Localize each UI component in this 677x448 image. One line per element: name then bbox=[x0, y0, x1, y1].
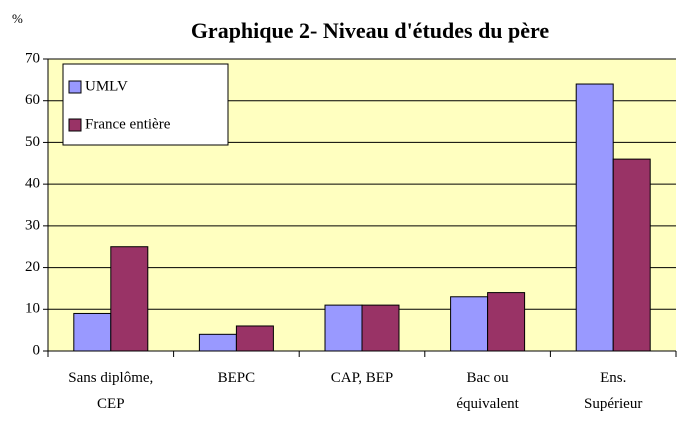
chart-title: Graphique 2- Niveau d'études du père bbox=[191, 18, 550, 43]
bar bbox=[110, 246, 149, 352]
y-tick-label: 40 bbox=[25, 176, 40, 192]
bar bbox=[612, 158, 651, 352]
bar bbox=[73, 312, 112, 352]
x-tick-label: BEPC bbox=[217, 370, 256, 386]
bar bbox=[324, 304, 363, 352]
legend-swatch bbox=[68, 80, 82, 94]
x-tick-label: Ens. Supérieur bbox=[584, 370, 643, 412]
y-tick-label: 10 bbox=[25, 301, 40, 317]
y-tick-label: 70 bbox=[25, 50, 40, 66]
bar bbox=[235, 325, 274, 352]
legend-box bbox=[62, 63, 229, 146]
y-tick-label: 60 bbox=[25, 92, 40, 108]
x-tick-label: CAP, BEP bbox=[330, 370, 394, 386]
bar bbox=[487, 292, 526, 352]
bar bbox=[450, 296, 489, 352]
legend-label: UMLV bbox=[85, 78, 128, 94]
legend-label: France entière bbox=[85, 116, 171, 132]
bar bbox=[575, 83, 614, 352]
y-axis-label: % bbox=[12, 11, 23, 26]
bar bbox=[198, 333, 237, 352]
legend-swatch bbox=[68, 118, 82, 132]
x-tick-label: Bac ou équivalent bbox=[456, 370, 519, 412]
y-tick-label: 0 bbox=[33, 342, 41, 358]
y-tick-label: 30 bbox=[25, 217, 40, 233]
y-tick-label: 20 bbox=[25, 259, 40, 275]
y-tick-label: 50 bbox=[25, 134, 40, 150]
bar bbox=[361, 304, 400, 352]
x-tick-label: Sans diplôme, CEP bbox=[68, 370, 154, 412]
